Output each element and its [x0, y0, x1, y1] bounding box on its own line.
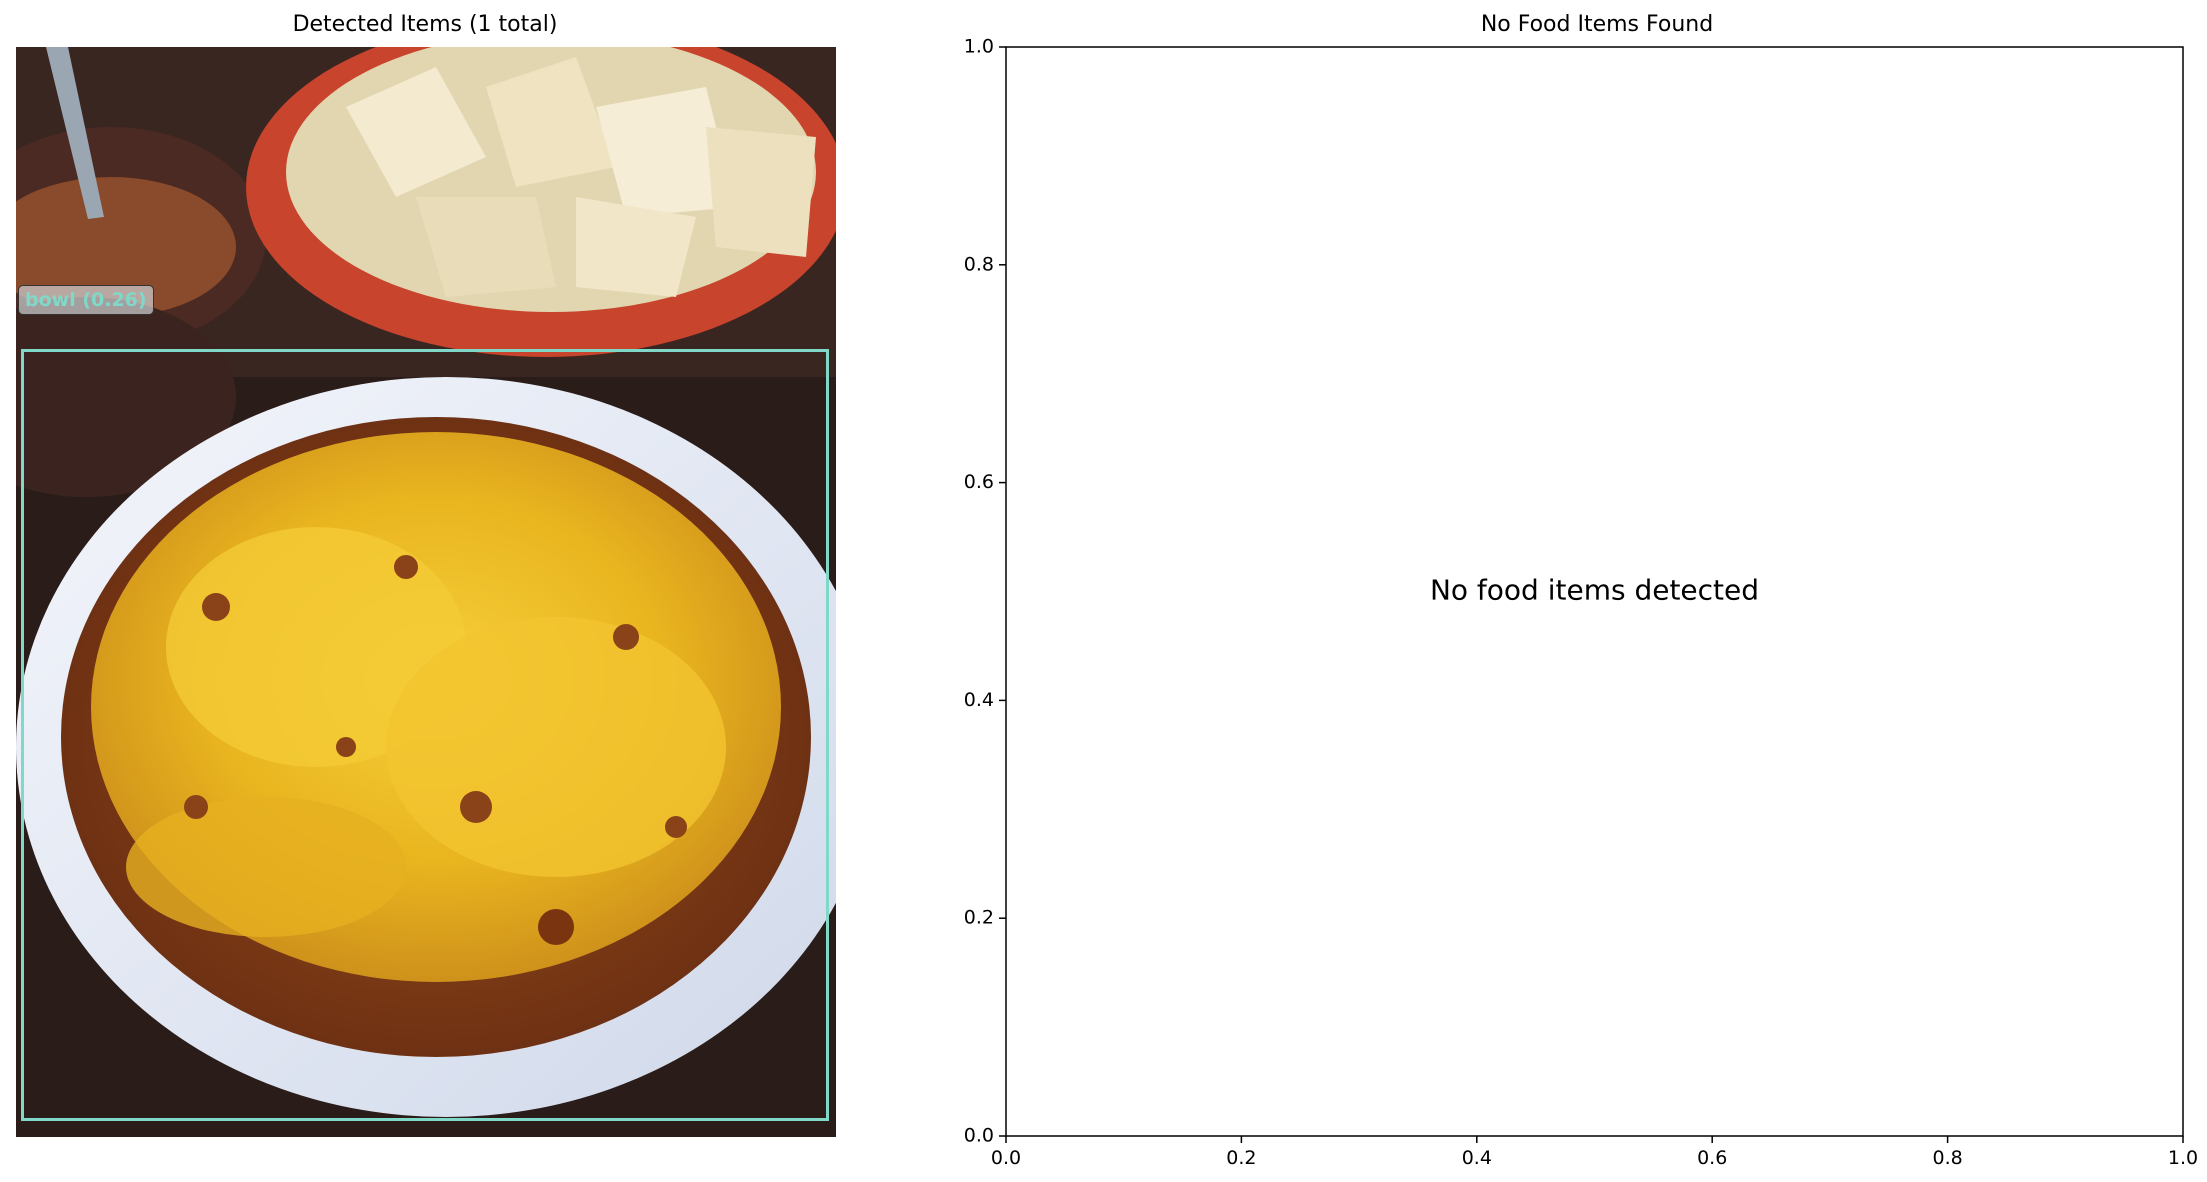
left-panel-title: Detected Items (1 total) [292, 12, 558, 37]
x-tick-label: 0.8 [1932, 1147, 1962, 1169]
plot-frame [1005, 46, 2184, 1137]
x-tick-label: 0.4 [1462, 1147, 1492, 1169]
y-tick-label: 0.4 [964, 689, 994, 711]
no-items-message: No food items detected [1430, 574, 1759, 607]
detection-label: bowl (0.26) [18, 285, 154, 315]
y-tick-label: 0.2 [964, 907, 994, 929]
y-tick-label: 0.8 [964, 253, 994, 275]
detection-box [21, 349, 829, 1121]
x-tick-label: 0.0 [991, 1147, 1021, 1169]
x-tick-label: 0.2 [1226, 1147, 1256, 1169]
food-photo: bowl (0.26) [16, 47, 836, 1137]
x-tick-label: 1.0 [2168, 1147, 2198, 1169]
right-panel-title: No Food Items Found [1480, 12, 1714, 37]
y-tick-label: 1.0 [964, 36, 994, 58]
y-tick-label: 0.0 [964, 1125, 994, 1147]
x-tick-label: 0.6 [1697, 1147, 1727, 1169]
y-tick-label: 0.6 [964, 471, 994, 493]
